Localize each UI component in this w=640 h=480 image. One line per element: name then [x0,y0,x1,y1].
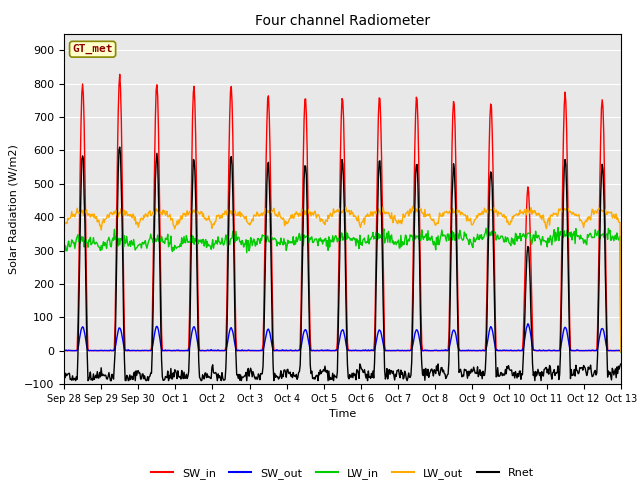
LW_in [554,225,562,230]
SW_out [185,348,193,353]
SW_out [71,348,79,353]
Line: SW_in: SW_in [64,74,621,350]
SW_out [617,348,625,353]
SW_in [617,348,625,353]
Legend: SW_in, SW_out, LW_in, LW_out, Rnet: SW_in, SW_out, LW_in, LW_out, Rnet [147,464,538,480]
LW_out [409,204,417,209]
Rnet [215,375,223,381]
LW_out [214,214,221,219]
Rnet [72,378,79,384]
LW_out [70,212,78,217]
LW_in [410,229,418,235]
Rnet [70,376,78,382]
Line: LW_in: LW_in [64,228,621,352]
Rnet [412,171,419,177]
Line: SW_out: SW_out [64,324,621,350]
SW_out [524,321,532,326]
LW_out [428,216,435,222]
Rnet [186,348,193,353]
Y-axis label: Solar Radiation (W/m2): Solar Radiation (W/m2) [8,144,19,274]
Text: GT_met: GT_met [72,44,113,54]
SW_out [128,348,136,353]
LW_in [214,241,221,247]
SW_out [428,348,435,353]
SW_in [60,348,68,353]
SW_out [214,347,222,353]
SW_in [214,348,222,353]
LW_in [60,244,68,250]
SW_in [411,144,419,150]
Rnet [617,361,625,367]
LW_in [127,238,135,243]
X-axis label: Time: Time [329,409,356,419]
Line: Rnet: Rnet [64,147,621,381]
Rnet [116,144,124,150]
SW_in [428,348,435,353]
Rnet [60,366,68,372]
SW_out [61,348,68,353]
Line: LW_out: LW_out [64,206,621,352]
LW_out [617,349,625,355]
SW_out [60,348,68,353]
LW_out [184,212,192,218]
LW_in [70,240,78,245]
LW_in [426,238,434,243]
SW_in [116,72,124,77]
Title: Four channel Radiometer: Four channel Radiometer [255,14,430,28]
LW_out [411,205,419,211]
SW_in [185,345,193,350]
SW_out [411,331,419,337]
LW_in [184,240,192,245]
Rnet [129,377,137,383]
SW_in [128,348,136,353]
LW_out [60,225,68,230]
LW_out [127,214,135,219]
Rnet [428,366,436,372]
LW_in [617,349,625,355]
SW_in [70,348,78,353]
